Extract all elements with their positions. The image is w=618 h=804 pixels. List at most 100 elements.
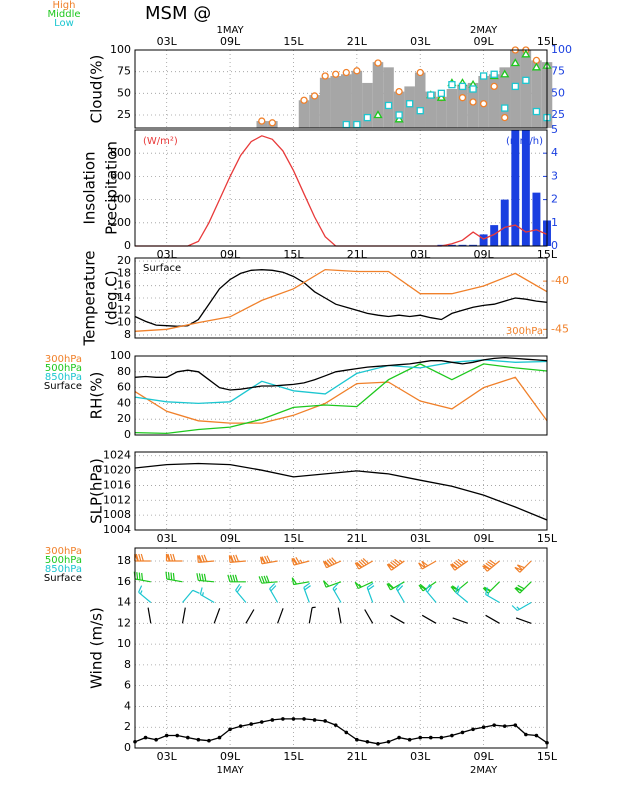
y-tick-label: 1004	[103, 523, 131, 536]
wind-barb	[138, 585, 152, 603]
wind-barb	[269, 583, 279, 603]
y2-tick-label: 75	[551, 65, 565, 78]
wind-barb	[134, 553, 151, 562]
high-cloud-marker	[479, 100, 488, 108]
wind-barb	[364, 609, 374, 624]
wind-barb	[514, 581, 532, 594]
x-tick-label: 15L	[283, 35, 304, 48]
low-cloud-marker	[427, 91, 435, 99]
point	[492, 723, 496, 727]
wind-barb	[228, 554, 246, 563]
high-cloud-marker	[501, 113, 509, 122]
middle-cloud-marker	[394, 114, 404, 123]
point	[524, 732, 528, 737]
y2-tick-label: -45	[551, 322, 569, 335]
bar	[372, 62, 384, 129]
x-tick-label: 09L	[474, 248, 495, 261]
high-cloud-marker	[395, 87, 403, 96]
page-title: MSM @	[145, 3, 211, 24]
y-tick-label: 6	[124, 679, 131, 692]
y-tick-label: 60	[117, 381, 131, 394]
legend-label: 500hPa	[45, 363, 82, 374]
y2-tick-label: 100	[551, 43, 572, 56]
y-axis-title: Cloud(%)	[88, 55, 106, 124]
wind-barb	[196, 573, 215, 583]
point	[228, 727, 232, 732]
wind-barb	[245, 609, 255, 624]
y-tick-label: 14	[117, 596, 131, 609]
bar	[521, 130, 530, 246]
point	[164, 733, 169, 738]
low-cloud-marker	[406, 100, 414, 108]
wind-barb	[199, 587, 215, 604]
wind-barb	[147, 607, 152, 624]
y-tick-label: 8	[124, 328, 131, 341]
wind-barb	[386, 558, 405, 571]
legend-label: Middle	[47, 9, 80, 20]
wind-barb	[182, 589, 200, 603]
legend-label: 850hPa	[45, 372, 82, 383]
point	[302, 717, 306, 721]
bar	[351, 70, 363, 128]
point	[481, 725, 486, 730]
x-tick-label: 03L	[157, 35, 178, 48]
y-tick-label: 10	[117, 316, 131, 329]
x-tick-label: 21L	[347, 35, 368, 48]
bar	[393, 91, 405, 128]
middle-cloud-marker	[500, 69, 510, 78]
high-cloud-marker	[321, 72, 329, 80]
y-tick-label: 75	[117, 65, 131, 78]
middle-cloud-marker	[436, 92, 446, 101]
y-tick-label: 100	[110, 349, 131, 362]
wind-barb	[181, 607, 186, 624]
legend-label: Surface	[44, 573, 82, 584]
bar	[383, 67, 394, 128]
wind-barb	[277, 608, 284, 624]
bar	[436, 96, 447, 128]
wind-barb	[515, 617, 532, 624]
bar	[469, 244, 478, 246]
wind-barb	[386, 581, 405, 591]
wind-barb	[213, 608, 221, 624]
legend-label: 300hPa	[45, 546, 82, 557]
y-tick-label: 4	[124, 699, 131, 712]
wind-barb	[454, 585, 469, 603]
bar	[457, 84, 468, 128]
y2-tick-label: 50	[551, 86, 565, 99]
y-tick-label: 16	[117, 279, 131, 292]
bar	[330, 76, 341, 128]
line	[134, 268, 548, 332]
legend-label: 300hPa	[45, 354, 82, 365]
point	[291, 717, 296, 721]
y-tick-label: 0	[124, 428, 131, 441]
bar	[531, 60, 542, 128]
wind-barb	[418, 560, 437, 570]
wind-barb	[485, 614, 500, 624]
point	[513, 723, 518, 727]
x-tick-label: 15L	[537, 750, 558, 763]
high-cloud-marker	[342, 68, 350, 77]
wind-barb	[354, 581, 373, 590]
point	[471, 727, 475, 732]
wind-barb	[482, 581, 500, 594]
point	[407, 737, 412, 742]
wind-barb	[260, 555, 278, 565]
point	[238, 724, 243, 728]
x-tick-label: 09L	[474, 750, 495, 763]
y-tick-label: 2	[124, 720, 131, 733]
high-cloud-marker	[469, 98, 477, 106]
x-tick-label: 21L	[347, 248, 368, 261]
y-tick-label: 800	[110, 146, 131, 159]
point	[143, 735, 148, 740]
high-cloud-marker	[416, 68, 424, 77]
low-cloud-marker	[511, 82, 519, 91]
wind-barb	[332, 583, 342, 603]
x-tick-label: 15L	[537, 35, 558, 48]
low-cloud-marker	[342, 120, 350, 129]
point	[186, 735, 190, 740]
line	[135, 135, 548, 247]
wind-barb	[452, 617, 469, 624]
legend-label: High	[53, 0, 76, 11]
low-cloud-marker	[458, 82, 467, 91]
x-tick-label: 03L	[410, 750, 431, 763]
